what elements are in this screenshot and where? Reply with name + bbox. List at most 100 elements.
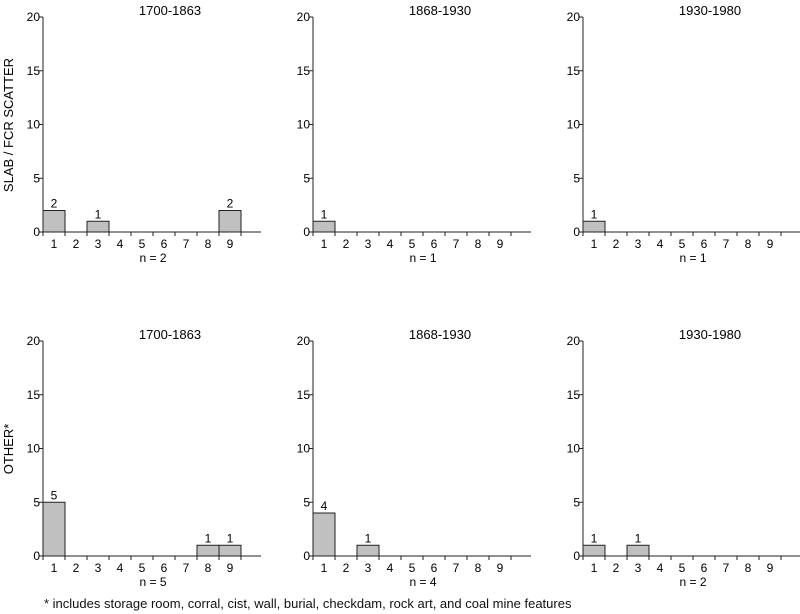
- y-tick-label: 10: [297, 118, 311, 132]
- x-tick-label: 7: [723, 561, 730, 575]
- bar-3: [626, 544, 650, 557]
- y-tick-label: 0: [573, 549, 580, 563]
- y-tick-label: 0: [303, 225, 310, 239]
- x-tick-label: 2: [73, 237, 80, 251]
- x-tick-label: 7: [183, 237, 190, 251]
- x-tick-label: 9: [227, 561, 234, 575]
- x-tick-label: 9: [767, 561, 774, 575]
- bar-1: [312, 512, 336, 557]
- x-tick-label: 2: [343, 561, 350, 575]
- x-tick-label: 9: [497, 561, 504, 575]
- chart-panel-4: 1700-1863 0 5 10 15 20 5 1 2 3 4 5 6 7 1 8 1 9 n = 5: [27, 327, 261, 589]
- x-tick-label: 1: [51, 237, 58, 251]
- y-tick-label: 0: [33, 225, 40, 239]
- y-tick-label: 5: [573, 171, 580, 185]
- x-tick-label: 9: [767, 237, 774, 251]
- panel-title: 1700-1863: [139, 327, 201, 342]
- data-label: 1: [591, 207, 598, 221]
- y-tick-label: 5: [303, 171, 310, 185]
- y-tick-label: 0: [303, 549, 310, 563]
- bar-1: [582, 220, 606, 233]
- y-tick-label: 20: [567, 334, 581, 348]
- data-label: 4: [321, 499, 328, 513]
- sample-size-label: n = 5: [139, 575, 166, 589]
- y-tick-label: 15: [27, 388, 41, 402]
- y-tick-label: 15: [297, 388, 311, 402]
- x-tick-label: 8: [205, 237, 212, 251]
- x-tick-label: 7: [453, 237, 460, 251]
- x-tick-label: 1: [321, 561, 328, 575]
- bar-1: [312, 220, 336, 233]
- x-tick-label: 6: [161, 237, 168, 251]
- data-label: 2: [227, 197, 234, 211]
- x-tick-label: 2: [613, 237, 620, 251]
- panel-title: 1930-1980: [679, 3, 741, 18]
- x-tick-label: 4: [657, 237, 664, 251]
- data-label: 1: [635, 531, 642, 545]
- x-tick-label: 4: [117, 237, 124, 251]
- row-label-slab-fcr-scatter: SLAB / FCR SCATTER: [1, 58, 16, 192]
- sample-size-label: n = 1: [679, 251, 706, 265]
- row-label-other: OTHER*: [1, 424, 16, 475]
- x-tick-label: 4: [387, 237, 394, 251]
- x-tick-label: 5: [679, 561, 686, 575]
- y-tick-label: 15: [297, 64, 311, 78]
- x-tick-label: 7: [183, 561, 190, 575]
- y-tick-label: 0: [33, 549, 40, 563]
- panel-title: 1868-1930: [409, 327, 471, 342]
- y-tick-label: 20: [567, 10, 581, 24]
- x-tick-label: 5: [679, 237, 686, 251]
- y-tick-label: 0: [573, 225, 580, 239]
- x-tick-label: 6: [431, 561, 438, 575]
- bar-9: [218, 210, 242, 233]
- data-label: 1: [205, 531, 212, 545]
- x-tick-label: 5: [139, 561, 146, 575]
- x-tick-label: 2: [613, 561, 620, 575]
- x-tick-label: 8: [205, 561, 212, 575]
- x-tick-label: 3: [635, 237, 642, 251]
- bar-3: [86, 220, 110, 233]
- x-tick-label: 5: [139, 237, 146, 251]
- data-label: 1: [365, 531, 372, 545]
- x-tick-label: 8: [745, 237, 752, 251]
- x-tick-label: 9: [227, 237, 234, 251]
- data-label: 1: [591, 531, 598, 545]
- sample-size-label: n = 4: [409, 575, 436, 589]
- x-tick-label: 3: [95, 561, 102, 575]
- y-tick-label: 5: [33, 171, 40, 185]
- sample-size-label: n = 2: [679, 575, 706, 589]
- x-tick-label: 6: [701, 561, 708, 575]
- y-tick-label: 10: [27, 442, 41, 456]
- panel-title: 1700-1863: [139, 3, 201, 18]
- x-tick-label: 3: [95, 237, 102, 251]
- x-tick-label: 8: [475, 237, 482, 251]
- x-tick-label: 6: [161, 561, 168, 575]
- bar-1: [582, 544, 606, 557]
- x-tick-label: 8: [745, 561, 752, 575]
- small-multiples-figure: SLAB / FCR SCATTER OTHER* 1700-186305101…: [1, 3, 800, 589]
- bar-8: [196, 544, 220, 557]
- y-tick-label: 5: [303, 495, 310, 509]
- x-tick-label: 1: [591, 237, 598, 251]
- x-tick-label: 5: [409, 561, 416, 575]
- footnote: * includes storage room, corral, cist, w…: [44, 596, 572, 611]
- y-tick-label: 20: [297, 334, 311, 348]
- x-tick-label: 6: [701, 237, 708, 251]
- bar-1: [42, 210, 66, 233]
- x-tick-label: 4: [657, 561, 664, 575]
- sample-size-label: n = 1: [409, 251, 436, 265]
- x-tick-label: 5: [409, 237, 416, 251]
- x-tick-label: 4: [387, 561, 394, 575]
- x-tick-label: 9: [497, 237, 504, 251]
- panel-title: 1930-1980: [679, 327, 741, 342]
- bar-9: [218, 544, 242, 557]
- y-tick-label: 10: [567, 442, 581, 456]
- x-tick-label: 3: [365, 237, 372, 251]
- bar-1: [42, 501, 66, 557]
- y-tick-label: 15: [567, 388, 581, 402]
- bar-3: [356, 544, 380, 557]
